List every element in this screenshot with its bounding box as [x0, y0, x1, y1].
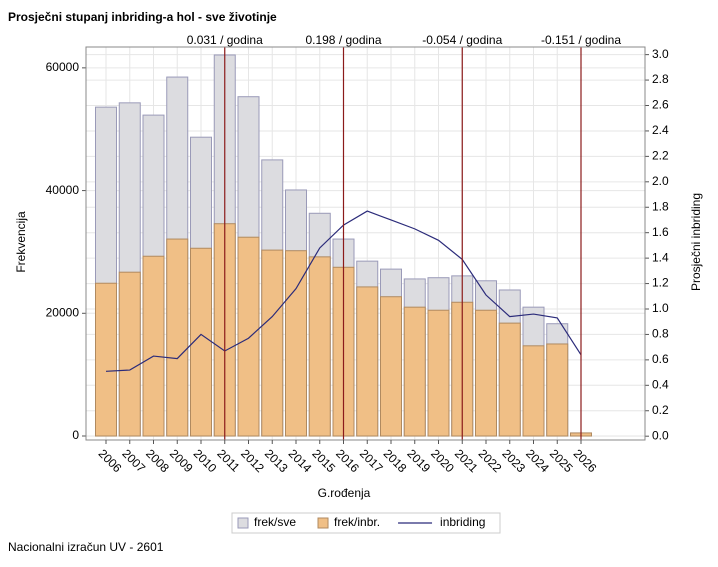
bar [95, 282, 117, 437]
bar [308, 256, 331, 437]
y2-tick-label: 2.6 [652, 98, 669, 112]
reference-label: -0.054 / godina [422, 33, 502, 47]
legend-swatch [317, 517, 329, 529]
bar [522, 345, 545, 437]
bar [403, 306, 426, 437]
y2-tick-label: 0.6 [652, 352, 669, 366]
bar [166, 238, 189, 437]
bar [475, 309, 497, 437]
x-tick-label: 2009 [167, 446, 196, 475]
x-tick-label: 2026 [571, 446, 600, 475]
y2-tick-label: 0.4 [652, 377, 669, 391]
y2-axis-label: Prosječni inbriding [689, 193, 703, 291]
y2-tick-label: 1.0 [652, 301, 669, 315]
bar [142, 255, 165, 437]
y-tick-label: 0 [72, 428, 79, 442]
x-tick-label: 2010 [191, 446, 220, 475]
y2-tick-label: 0.8 [652, 327, 669, 341]
x-tick-label: 2020 [428, 446, 457, 475]
bar [546, 343, 569, 437]
bar [498, 322, 521, 437]
x-axis-label: G.rođenja [318, 486, 371, 500]
y2-tick-label: 1.8 [652, 199, 669, 213]
y-tick-label: 40000 [46, 183, 80, 197]
legend-box [231, 512, 501, 534]
y2-tick-label: 1.4 [652, 250, 669, 264]
bar [380, 296, 402, 437]
x-tick-label: 2022 [476, 446, 505, 475]
reference-label: -0.151 / godina [541, 33, 621, 47]
x-tick-label: 2008 [143, 446, 172, 475]
legend-swatch [237, 517, 249, 529]
bar [261, 249, 284, 437]
y2-tick-label: 3.0 [652, 47, 669, 61]
x-tick-label: 2014 [286, 446, 315, 475]
bar [285, 250, 307, 437]
x-tick-label: 2024 [523, 446, 552, 475]
x-tick-label: 2015 [309, 446, 338, 475]
reference-label: 0.198 / godina [305, 33, 381, 47]
bar [427, 309, 450, 437]
bar [118, 271, 141, 437]
x-tick-label: 2016 [333, 446, 362, 475]
x-tick-label: 2021 [452, 446, 481, 475]
y2-tick-label: 1.6 [652, 225, 669, 239]
x-tick-label: 2013 [262, 446, 291, 475]
y2-tick-label: 2.4 [652, 123, 669, 137]
y-tick-label: 60000 [46, 60, 80, 74]
y2-tick-label: 1.2 [652, 276, 669, 290]
y2-tick-label: 2.8 [652, 72, 669, 86]
y-axis-label: Frekvencija [14, 211, 28, 273]
legend-label: inbriding [440, 515, 485, 529]
x-tick-label: 2006 [96, 446, 125, 475]
y2-tick-label: 0.0 [652, 428, 669, 442]
y2-tick-label: 0.2 [652, 403, 669, 417]
bar [356, 286, 379, 437]
y-tick-label: 20000 [46, 305, 80, 319]
x-tick-label: 2025 [547, 446, 576, 475]
plot-frame [85, 46, 646, 441]
legend-label: frek/inbr. [334, 515, 380, 529]
x-tick-label: 2017 [357, 446, 386, 475]
reference-label: 0.031 / godina [187, 33, 263, 47]
x-tick-label: 2018 [381, 446, 410, 475]
footnote: Nacionalni izračun UV - 2601 [8, 540, 164, 554]
x-tick-label: 2011 [214, 446, 242, 474]
bar [237, 236, 260, 437]
x-tick-label: 2012 [238, 446, 267, 475]
legend-label: frek/sve [254, 515, 296, 529]
y2-tick-label: 2.2 [652, 149, 669, 163]
x-tick-label: 2019 [404, 446, 433, 475]
x-tick-label: 2007 [119, 446, 148, 475]
x-tick-label: 2023 [499, 446, 528, 475]
y2-tick-label: 2.0 [652, 174, 669, 188]
chart-title: Prosječni stupanj inbriding-a hol - sve … [8, 10, 277, 24]
